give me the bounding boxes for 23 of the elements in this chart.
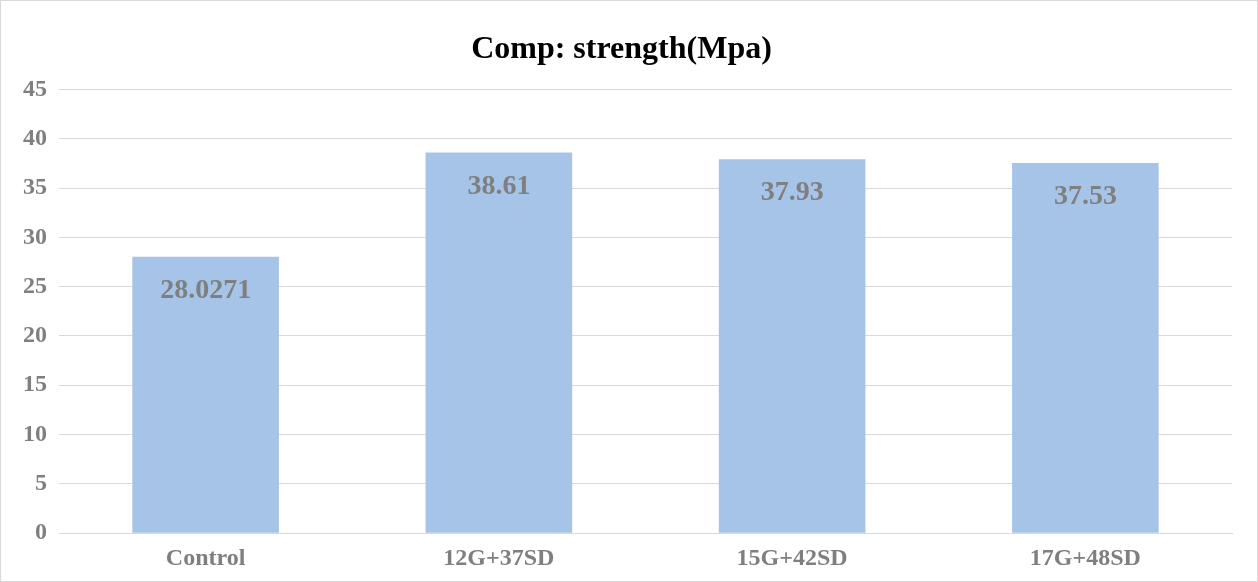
x-tick-label: 15G+42SD bbox=[736, 543, 848, 570]
chart-title: Comp: strength(Mpa) bbox=[471, 29, 772, 66]
y-tick-label: 5 bbox=[35, 469, 47, 496]
bar bbox=[425, 152, 573, 533]
y-tick-label: 15 bbox=[23, 370, 47, 397]
y-tick-label: 25 bbox=[23, 271, 47, 298]
data-label: 28.0271 bbox=[160, 273, 252, 305]
bar bbox=[718, 159, 866, 533]
data-label: 37.53 bbox=[1053, 179, 1117, 211]
data-label: 37.93 bbox=[760, 175, 824, 207]
y-tick-label: 35 bbox=[23, 173, 47, 200]
y-tick-label: 0 bbox=[35, 518, 47, 545]
y-tick-label: 10 bbox=[23, 419, 47, 446]
y-tick-label: 20 bbox=[23, 321, 47, 348]
x-tick-label: Control bbox=[165, 543, 246, 570]
x-tick-label: 12G+37SD bbox=[443, 543, 555, 570]
y-tick-label: 45 bbox=[23, 74, 47, 101]
y-tick-label: 30 bbox=[23, 222, 47, 249]
data-label: 38.61 bbox=[467, 168, 531, 200]
bar bbox=[132, 256, 279, 533]
bar bbox=[1012, 163, 1159, 533]
x-tick-label: 17G+48SD bbox=[1029, 543, 1141, 570]
y-tick-label: 40 bbox=[23, 123, 47, 150]
